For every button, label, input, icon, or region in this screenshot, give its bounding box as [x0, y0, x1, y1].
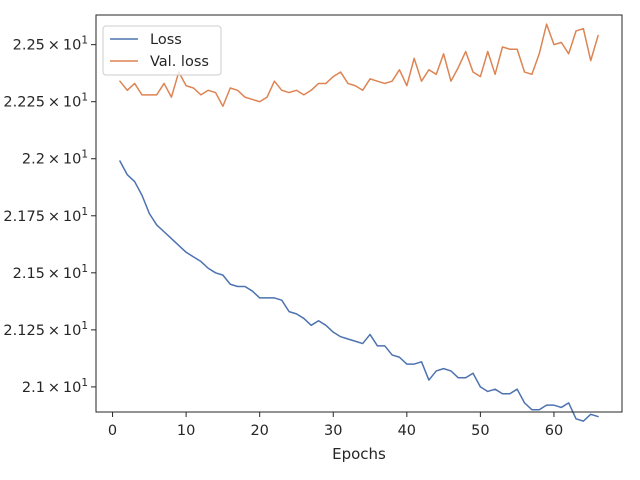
y-tick-label: 2.15 × 101	[13, 263, 88, 282]
x-tick-label: 30	[324, 423, 342, 439]
x-tick-label: 60	[545, 423, 563, 439]
series-line-loss	[119, 160, 599, 422]
axes-frame	[95, 14, 623, 413]
y-tick-label: 2.2 × 101	[22, 149, 88, 168]
legend-label: Val. loss	[150, 54, 209, 70]
series-line-val-loss	[119, 23, 599, 108]
x-axis: 0 10 20 30 40 50 60	[108, 412, 563, 439]
y-axis: 2.1 × 101 2.125 × 101 2.15 × 101 2.175 × 10…	[3, 35, 96, 396]
legend-label: Loss	[150, 32, 182, 48]
y-tick-label: 2.225 × 101	[3, 92, 88, 111]
x-tick-label: 0	[108, 423, 117, 439]
x-tick-label: 50	[471, 423, 489, 439]
y-tick-label: 2.175 × 101	[3, 206, 88, 225]
y-tick-label: 2.1 × 101	[22, 377, 88, 396]
x-tick-label: 10	[177, 423, 195, 439]
x-tick-label: 20	[250, 423, 268, 439]
y-tick-label: 2.125 × 101	[3, 320, 88, 339]
x-axis-label: Epochs	[332, 445, 386, 463]
y-tick-label: 2.25 × 101	[13, 35, 88, 54]
series-layer	[119, 23, 599, 422]
x-tick-label: 40	[398, 423, 416, 439]
legend: Loss Val. loss	[102, 25, 222, 76]
